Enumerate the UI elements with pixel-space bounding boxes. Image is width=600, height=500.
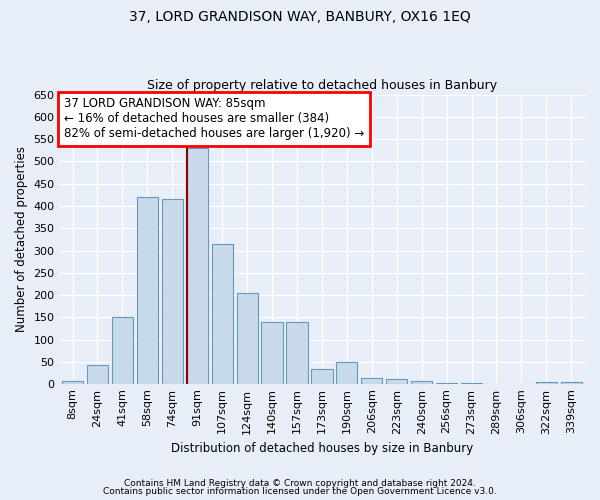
Bar: [311, 369, 332, 384]
Bar: [62, 382, 83, 384]
Bar: [336, 362, 358, 384]
Bar: [286, 322, 308, 384]
Bar: [560, 382, 582, 384]
Bar: [162, 200, 183, 384]
Bar: [536, 382, 557, 384]
Text: 37, LORD GRANDISON WAY, BANBURY, OX16 1EQ: 37, LORD GRANDISON WAY, BANBURY, OX16 1E…: [129, 10, 471, 24]
Bar: [112, 318, 133, 384]
Bar: [262, 322, 283, 384]
X-axis label: Distribution of detached houses by size in Banbury: Distribution of detached houses by size …: [171, 442, 473, 455]
Bar: [236, 293, 258, 384]
Bar: [87, 365, 108, 384]
Bar: [411, 381, 432, 384]
Text: Contains HM Land Registry data © Crown copyright and database right 2024.: Contains HM Land Registry data © Crown c…: [124, 478, 476, 488]
Title: Size of property relative to detached houses in Banbury: Size of property relative to detached ho…: [147, 79, 497, 92]
Bar: [212, 244, 233, 384]
Bar: [386, 379, 407, 384]
Y-axis label: Number of detached properties: Number of detached properties: [15, 146, 28, 332]
Bar: [361, 378, 382, 384]
Bar: [187, 148, 208, 384]
Text: 37 LORD GRANDISON WAY: 85sqm
← 16% of detached houses are smaller (384)
82% of s: 37 LORD GRANDISON WAY: 85sqm ← 16% of de…: [64, 98, 364, 140]
Text: Contains public sector information licensed under the Open Government Licence v3: Contains public sector information licen…: [103, 487, 497, 496]
Bar: [137, 197, 158, 384]
Bar: [436, 383, 457, 384]
